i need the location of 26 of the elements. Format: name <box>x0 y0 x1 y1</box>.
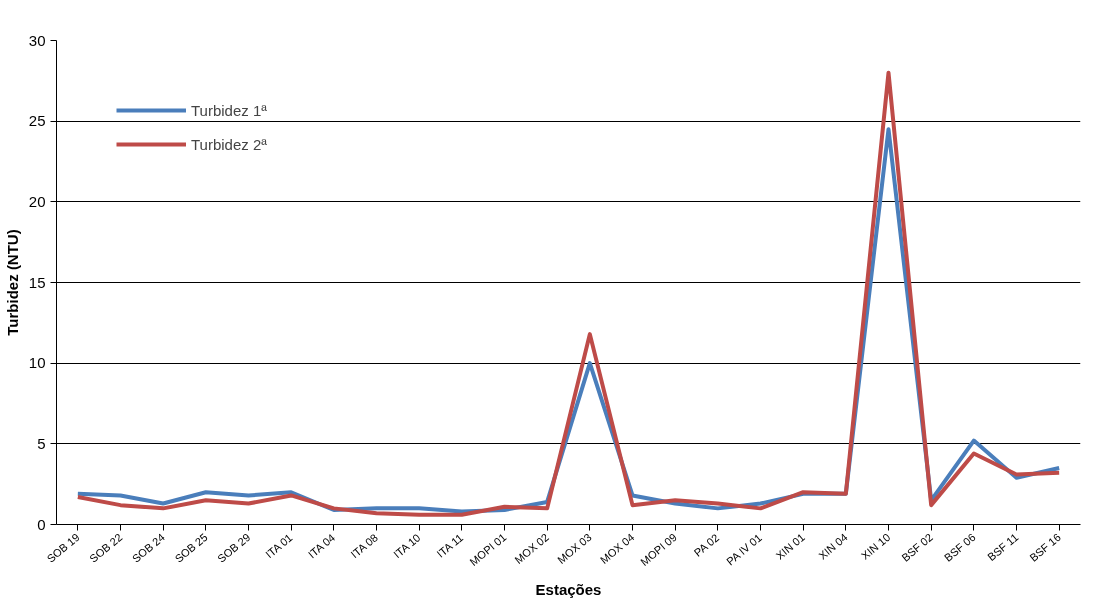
x-tick-label: ITA 08 <box>348 531 380 561</box>
x-tick-label: ITA 01 <box>263 531 295 561</box>
y-tick-label: 20 <box>28 192 46 210</box>
legend-label: Turbidez 2ª <box>191 135 267 153</box>
x-tick-label: ITA 04 <box>305 531 338 561</box>
x-tick-label: SOB 19 <box>44 530 82 565</box>
y-tick-label: 15 <box>28 273 46 291</box>
x-tick-label: SOB 25 <box>172 530 210 565</box>
legend-label: Turbidez 1ª <box>191 101 267 119</box>
x-tick-label: ITA 10 <box>391 531 423 561</box>
x-axis-title: Estações <box>535 580 602 598</box>
y-tick-label: 5 <box>37 434 46 452</box>
y-tick-label: 25 <box>28 112 46 130</box>
x-tick-label: PA IV 01 <box>724 531 764 568</box>
x-tick-label: XIN 01 <box>773 530 808 562</box>
x-tick-label: XIN 10 <box>858 530 893 562</box>
x-tick-label: SOB 29 <box>215 530 253 565</box>
x-tick-label: SOB 24 <box>129 530 168 565</box>
y-tick-label: 0 <box>37 515 46 533</box>
x-tick-label: PA 02 <box>691 531 722 559</box>
y-axis-title: Turbidez (NTU) <box>3 229 21 336</box>
y-tick-label: 10 <box>28 354 46 372</box>
y-tick-label: 30 <box>28 31 46 49</box>
x-tick-label: SOB 22 <box>87 530 125 565</box>
x-tick-label: XIN 04 <box>816 530 850 562</box>
x-tick-label: ITA 11 <box>434 531 466 560</box>
